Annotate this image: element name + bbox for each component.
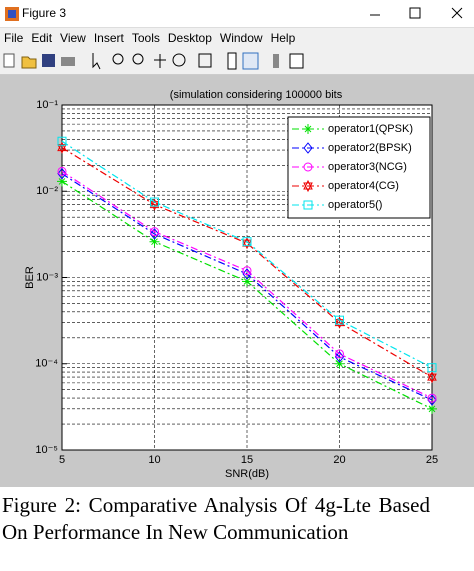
marker [57,166,67,176]
menu-item[interactable]: Window [219,31,263,45]
x-tick-label: 20 [333,454,345,466]
marker [427,370,437,384]
marker [150,197,159,207]
x-axis-label: SNR(dB) [225,468,269,480]
series-line [61,170,433,399]
menu-item[interactable]: File [4,31,24,45]
menu-item[interactable]: Insert [93,31,124,45]
title-bar: Figure 3 [0,0,474,28]
menu-item[interactable]: Help [270,31,296,45]
menu-item[interactable]: Edit [31,31,53,45]
marker [57,136,67,146]
marker [335,315,344,325]
marker [242,237,252,247]
marker [242,268,252,280]
marker [427,363,437,373]
marker [57,176,67,187]
x-tick-label: 25 [426,454,438,466]
marker [427,393,437,403]
legend-label: operator2(BPSK) [328,142,412,154]
x-tick-label: 15 [241,454,253,466]
marker [242,266,252,276]
marker [57,167,67,180]
marker [335,349,344,359]
marker [303,200,313,210]
legend-label: operator4(CG) [328,180,399,192]
toolbar [0,48,474,75]
caption: Figure 2: Comparative Analysis Of 4g-Lte… [2,493,430,544]
marker [334,358,345,369]
chart: (simulation considering 100000 bits 10⁻⁵… [0,75,474,487]
legend-label: operator3(NCG) [328,161,407,173]
marker [150,227,159,237]
marker [427,394,437,406]
y-tick-label: 10⁻⁵ [35,444,58,456]
marker [149,228,160,240]
marker [303,162,313,172]
y-tick-label: 10⁻³ [36,271,58,283]
marker [427,403,437,414]
menu-item[interactable]: Tools [131,31,160,45]
marker [303,179,313,193]
menu-bar: File Edit View Insert Tools Desktop Window Help [0,28,474,48]
x-tick-label: 10 [148,454,160,466]
menu-item[interactable]: View [60,31,86,45]
series-line [61,147,433,378]
series-line [61,173,433,401]
marker [303,142,313,154]
y-tick-label: 10⁻² [36,185,58,197]
x-tick-label: 5 [59,454,65,466]
marker [57,141,67,154]
y-tick-label: 10⁻⁴ [35,358,58,370]
menu-item[interactable]: Desktop [167,31,212,45]
marker [303,124,313,134]
app-icon [5,7,19,21]
marker [242,276,252,287]
window-controls[interactable] [364,0,474,27]
series-line [61,140,433,369]
chart-title: (simulation considering 100000 bits [170,89,343,101]
legend-label: operator5() [328,199,382,211]
window-title: Figure 3 [22,6,67,20]
toolbar-icons[interactable] [0,48,320,74]
marker [149,236,160,247]
legend-label: operator1(QPSK) [328,123,413,135]
y-tick-label: 10⁻¹ [36,99,58,111]
marker [334,351,345,363]
y-axis-label: BER [24,266,36,289]
